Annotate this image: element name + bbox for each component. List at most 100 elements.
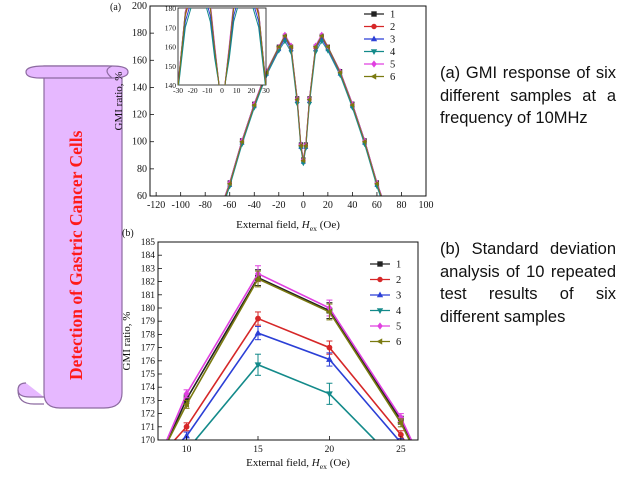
point-6 (294, 97, 299, 103)
inset-y-tick-label: 160 (165, 43, 177, 52)
point-3 (254, 329, 262, 336)
point-6 (226, 181, 232, 187)
legend-label-3: 3 (390, 35, 395, 46)
legend-label-4: 4 (390, 47, 396, 58)
y-tick-label: 100 (132, 137, 147, 148)
legend-marker-3 (370, 35, 378, 42)
point-5 (183, 389, 190, 398)
y-tick-label: 172 (141, 410, 156, 420)
x-tick-label: -20 (272, 200, 285, 211)
legend-marker-6 (370, 73, 377, 80)
plot-area-b (165, 265, 413, 470)
y-tick-label: 173 (141, 396, 156, 406)
inset-x-tick-label: 0 (220, 86, 224, 95)
banner-title: Detection of Gastric Cancer Cells (66, 130, 86, 380)
point-3 (326, 355, 333, 362)
y-tick-label: 160 (132, 55, 147, 66)
chart-a: -120 -100 -80 -60 -40 -20 0 20 40 60 80 10060801001… (110, 1, 434, 233)
x-tick-label: -60 (223, 200, 236, 211)
point-6 (349, 102, 355, 108)
point-4 (319, 39, 325, 45)
error-bar-4 (398, 462, 404, 470)
legend-marker-1 (371, 11, 377, 17)
y-tick-label: 185 (141, 238, 156, 248)
series-line-6 (167, 277, 411, 440)
x-tick-label: 20 (325, 445, 335, 455)
legend-marker-4 (376, 308, 384, 315)
panel-label-b: (b) (122, 228, 134, 239)
legend-marker-4 (370, 49, 378, 56)
legend-marker-2 (377, 276, 383, 283)
y-tick-label: 180 (132, 28, 147, 39)
x-tick-label: -40 (248, 200, 261, 211)
legend-label-6: 6 (396, 337, 401, 348)
x-tick-label: 80 (396, 200, 406, 211)
plot-frame (157, 241, 419, 441)
y-tick-label: 180 (141, 304, 156, 314)
point-6 (182, 400, 189, 408)
x-tick-label: 25 (396, 445, 406, 455)
plot-frame (149, 5, 427, 197)
inset-x-tick-label: -30 (173, 86, 183, 95)
legend-marker-6 (376, 338, 383, 345)
x-tick-label: 15 (253, 445, 263, 455)
y-tick-label: 184 (141, 251, 156, 261)
series-line-4 (194, 363, 377, 440)
y-tick-label: 182 (141, 278, 156, 288)
x-tick-label: -120 (147, 200, 165, 211)
y-tick-label: 176 (141, 357, 156, 367)
series-line-3 (181, 332, 400, 440)
chart-b: 10 15 20 2517017117217317417517617717817918… (121, 228, 419, 471)
y-axis-label: GMI ratio, % (113, 72, 125, 131)
caption-b: (b) Standard deviation analysis of 10 re… (440, 240, 616, 326)
point-6 (361, 139, 367, 145)
legend-label-5: 5 (396, 322, 401, 333)
point-6 (306, 97, 312, 103)
y-tick-label: 174 (141, 383, 156, 393)
caption-a: (a) GMI response of six different sample… (440, 64, 616, 127)
series-line-2 (173, 317, 405, 440)
legend-marker-2 (371, 23, 377, 30)
y-tick-label: 183 (141, 264, 156, 274)
point-6 (325, 308, 332, 316)
legend-label-2: 2 (390, 22, 395, 33)
point-2 (183, 423, 190, 430)
point-6 (397, 419, 404, 427)
x-axis-label: External field, Hex (Oe) (246, 457, 350, 471)
x-tick-label: -100 (171, 200, 189, 211)
point-6 (276, 44, 281, 50)
inset-frame (177, 7, 267, 86)
y-tick-label: 178 (141, 330, 156, 340)
legend-label-5: 5 (390, 60, 395, 71)
y-tick-label: 171 (141, 423, 156, 433)
legend-label-4: 4 (396, 306, 402, 317)
inset-y-tick-label: 170 (165, 23, 177, 32)
legend-marker-1 (377, 261, 383, 267)
legend-label-1: 1 (390, 10, 395, 21)
inset-x-tick-label: -10 (202, 86, 212, 95)
point-6 (300, 158, 306, 164)
point-4 (254, 362, 262, 369)
y-tick-label: 60 (137, 191, 147, 202)
point-6 (318, 33, 324, 39)
legend-label-3: 3 (396, 291, 401, 302)
y-tick-label: 80 (137, 164, 147, 175)
inset-x-tick-label: 10 (233, 86, 241, 95)
y-tick-label: 200 (132, 1, 147, 12)
x-tick-label: -80 (199, 200, 212, 211)
y-tick-label: 170 (141, 436, 156, 446)
inset-y-tick-label: 140 (165, 81, 177, 90)
y-axis-label: GMI ratio, % (121, 312, 133, 371)
y-tick-label: 179 (141, 317, 156, 327)
x-axis-label: External field, Hex (Oe) (236, 219, 340, 233)
inset-x-tick-label: 30 (262, 86, 270, 95)
x-tick-label: 10 (182, 445, 192, 455)
point-2 (326, 344, 333, 351)
point-6 (374, 181, 379, 187)
x-tick-label: 100 (419, 200, 434, 211)
legend-marker-5 (377, 322, 383, 330)
point-6 (337, 70, 342, 75)
y-tick-label: 120 (132, 110, 147, 121)
